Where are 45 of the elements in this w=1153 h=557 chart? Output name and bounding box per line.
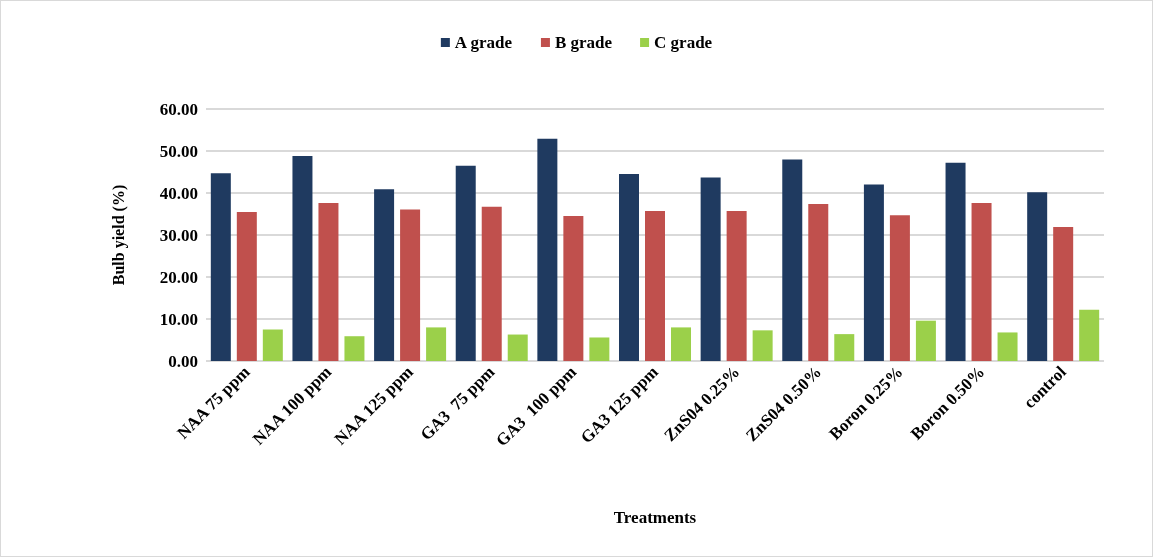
y-axis-title: Bulb yield (%) [109, 184, 128, 286]
bar [537, 138, 558, 361]
bar [262, 329, 283, 361]
legend-label: C grade [654, 33, 713, 52]
bar [507, 334, 528, 361]
bar [971, 203, 992, 361]
y-tick-label: 0.00 [168, 351, 198, 371]
y-tick-label: 30.00 [159, 225, 198, 245]
bar [563, 216, 584, 361]
bar [400, 209, 421, 361]
bar [481, 206, 502, 361]
bar [455, 165, 476, 361]
bar [782, 159, 803, 361]
bar [945, 162, 966, 361]
bar [619, 174, 639, 361]
legend-label: B grade [554, 33, 613, 52]
bar [915, 320, 936, 361]
y-tick-label: 50.00 [159, 141, 198, 161]
bar [426, 327, 447, 361]
bar [889, 215, 910, 361]
bar [863, 184, 884, 361]
bar [374, 189, 395, 361]
bar [645, 211, 665, 361]
bar [700, 177, 721, 361]
bar [344, 336, 365, 361]
y-tick-label: 20.00 [159, 267, 198, 287]
y-tick-label: 40.00 [159, 183, 198, 203]
bar [726, 211, 747, 361]
bar [236, 211, 257, 361]
legend-label: A grade [454, 33, 513, 52]
x-axis-title: Treatments [613, 508, 697, 527]
bar [1079, 309, 1100, 361]
bar [292, 156, 313, 361]
bar [752, 330, 773, 361]
y-tick-label: 10.00 [159, 309, 198, 329]
bar [1053, 227, 1074, 361]
bar [834, 334, 855, 361]
bar [671, 327, 691, 361]
bar [210, 173, 231, 361]
bar [1027, 192, 1048, 361]
y-tick-label: 60.00 [159, 99, 198, 119]
bar [997, 332, 1018, 361]
bar [318, 203, 339, 361]
bar [589, 337, 610, 361]
bar [808, 203, 829, 361]
